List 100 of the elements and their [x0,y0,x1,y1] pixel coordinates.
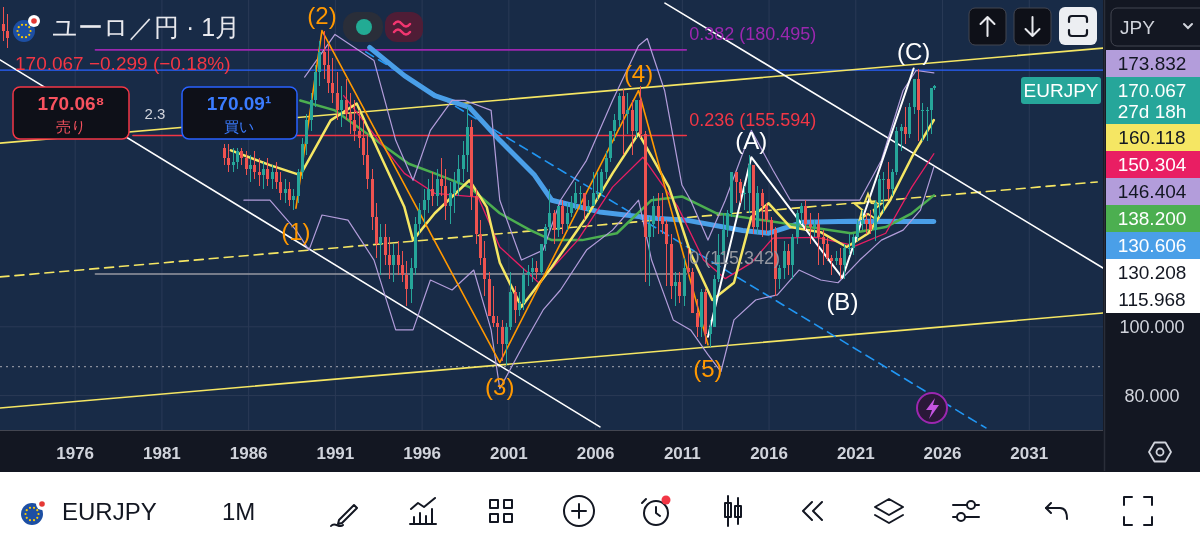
candlestick [318,40,321,87]
candlestick [440,157,443,197]
candlestick [800,202,803,225]
candlestick [778,264,781,290]
candlestick [605,150,608,180]
candlestick [787,243,790,276]
text: 130.606 [1117,235,1187,256]
annotation: (2) [307,2,337,29]
candlestick [457,154,460,197]
candlestick [232,147,235,173]
annotation: 売り [56,118,86,135]
candlestick [804,199,807,231]
candlestick [648,216,651,287]
candlestick [696,298,699,338]
candlestick [462,140,465,183]
candlestick [678,271,681,304]
candlestick [258,157,261,187]
text: 27d 18h [1117,101,1187,122]
candlestick [674,271,677,307]
candlestick [600,168,603,197]
candlestick [665,219,668,287]
candlestick [384,223,387,266]
candlestick [626,92,629,135]
text: 115.968 [1118,289,1186,310]
candlestick [483,240,486,297]
candlestick [661,192,664,235]
candlestick [423,188,426,225]
candlestick [288,181,291,207]
candlestick [926,106,929,142]
candlestick [388,236,391,280]
line-series [343,94,935,284]
text: 160.118 [1118,127,1186,148]
candlestick [223,143,226,166]
candlestick [631,99,634,156]
candlestick [904,106,907,145]
candlestick [405,260,408,307]
candlestick [227,143,230,173]
x-tick-label: 2016 [750,444,788,463]
candlestick [245,150,248,176]
y-tick-label: 80.000 [1124,385,1180,406]
text: ユーロ／円 · 1月 [52,13,241,41]
candlestick [809,212,812,245]
annotation: 170.06⁸ [37,93,105,114]
annotation: EURJPY [1023,80,1099,101]
candlestick [436,168,439,207]
candlestick [687,247,690,276]
candlestick [861,209,864,231]
x-tick-label: 1996 [403,444,442,463]
x-tick-label: 1991 [316,444,355,463]
candlestick [592,171,595,207]
text: 130.208 [1117,262,1187,283]
candlestick [358,109,361,149]
candlestick [887,161,890,201]
candlestick [583,192,586,221]
candlestick [253,150,256,180]
annotation: (5) [693,354,723,382]
text: 1M [222,498,256,525]
candlestick [331,57,334,104]
text: 146.404 [1117,181,1187,202]
text: JPY [1120,17,1156,38]
candlestick [930,87,933,135]
x-tick-label: 2011 [663,444,701,463]
candlestick [548,188,551,231]
candlestick [401,250,404,283]
series-label: 0.236 (155.594) [689,109,817,130]
candlestick [761,188,764,238]
text: EURJPY [62,498,157,525]
candlestick [340,85,343,128]
candlestick [865,212,868,235]
candlestick [275,161,278,190]
candlestick [410,257,413,304]
candlestick [427,178,430,214]
candlestick [327,44,330,94]
candlestick [900,123,903,152]
candlestick [839,247,842,280]
candlestick [765,202,768,235]
candlestick [652,195,655,238]
candlestick [574,181,577,211]
candlestick [501,319,504,362]
candlestick [292,188,295,211]
annotation: 買い [224,118,254,135]
candlestick [284,178,287,204]
candlestick [613,113,616,142]
x-tick-label: 2026 [923,444,962,463]
x-tick-label: 2021 [836,444,875,463]
text: 170.067 −0.299 (−0.18%) [15,53,231,74]
candlestick [709,319,712,348]
annotation: (3) [485,372,515,400]
annotation: (C) [896,38,931,66]
candlestick [514,285,517,324]
candlestick [570,195,573,218]
candlestick [449,181,452,225]
candlestick [431,171,434,207]
candlestick [266,157,269,187]
candlestick [397,240,400,276]
candlestick [444,168,447,221]
candlestick [496,315,499,345]
candlestick [353,99,356,142]
candlestick [544,223,547,252]
candlestick [822,229,825,266]
